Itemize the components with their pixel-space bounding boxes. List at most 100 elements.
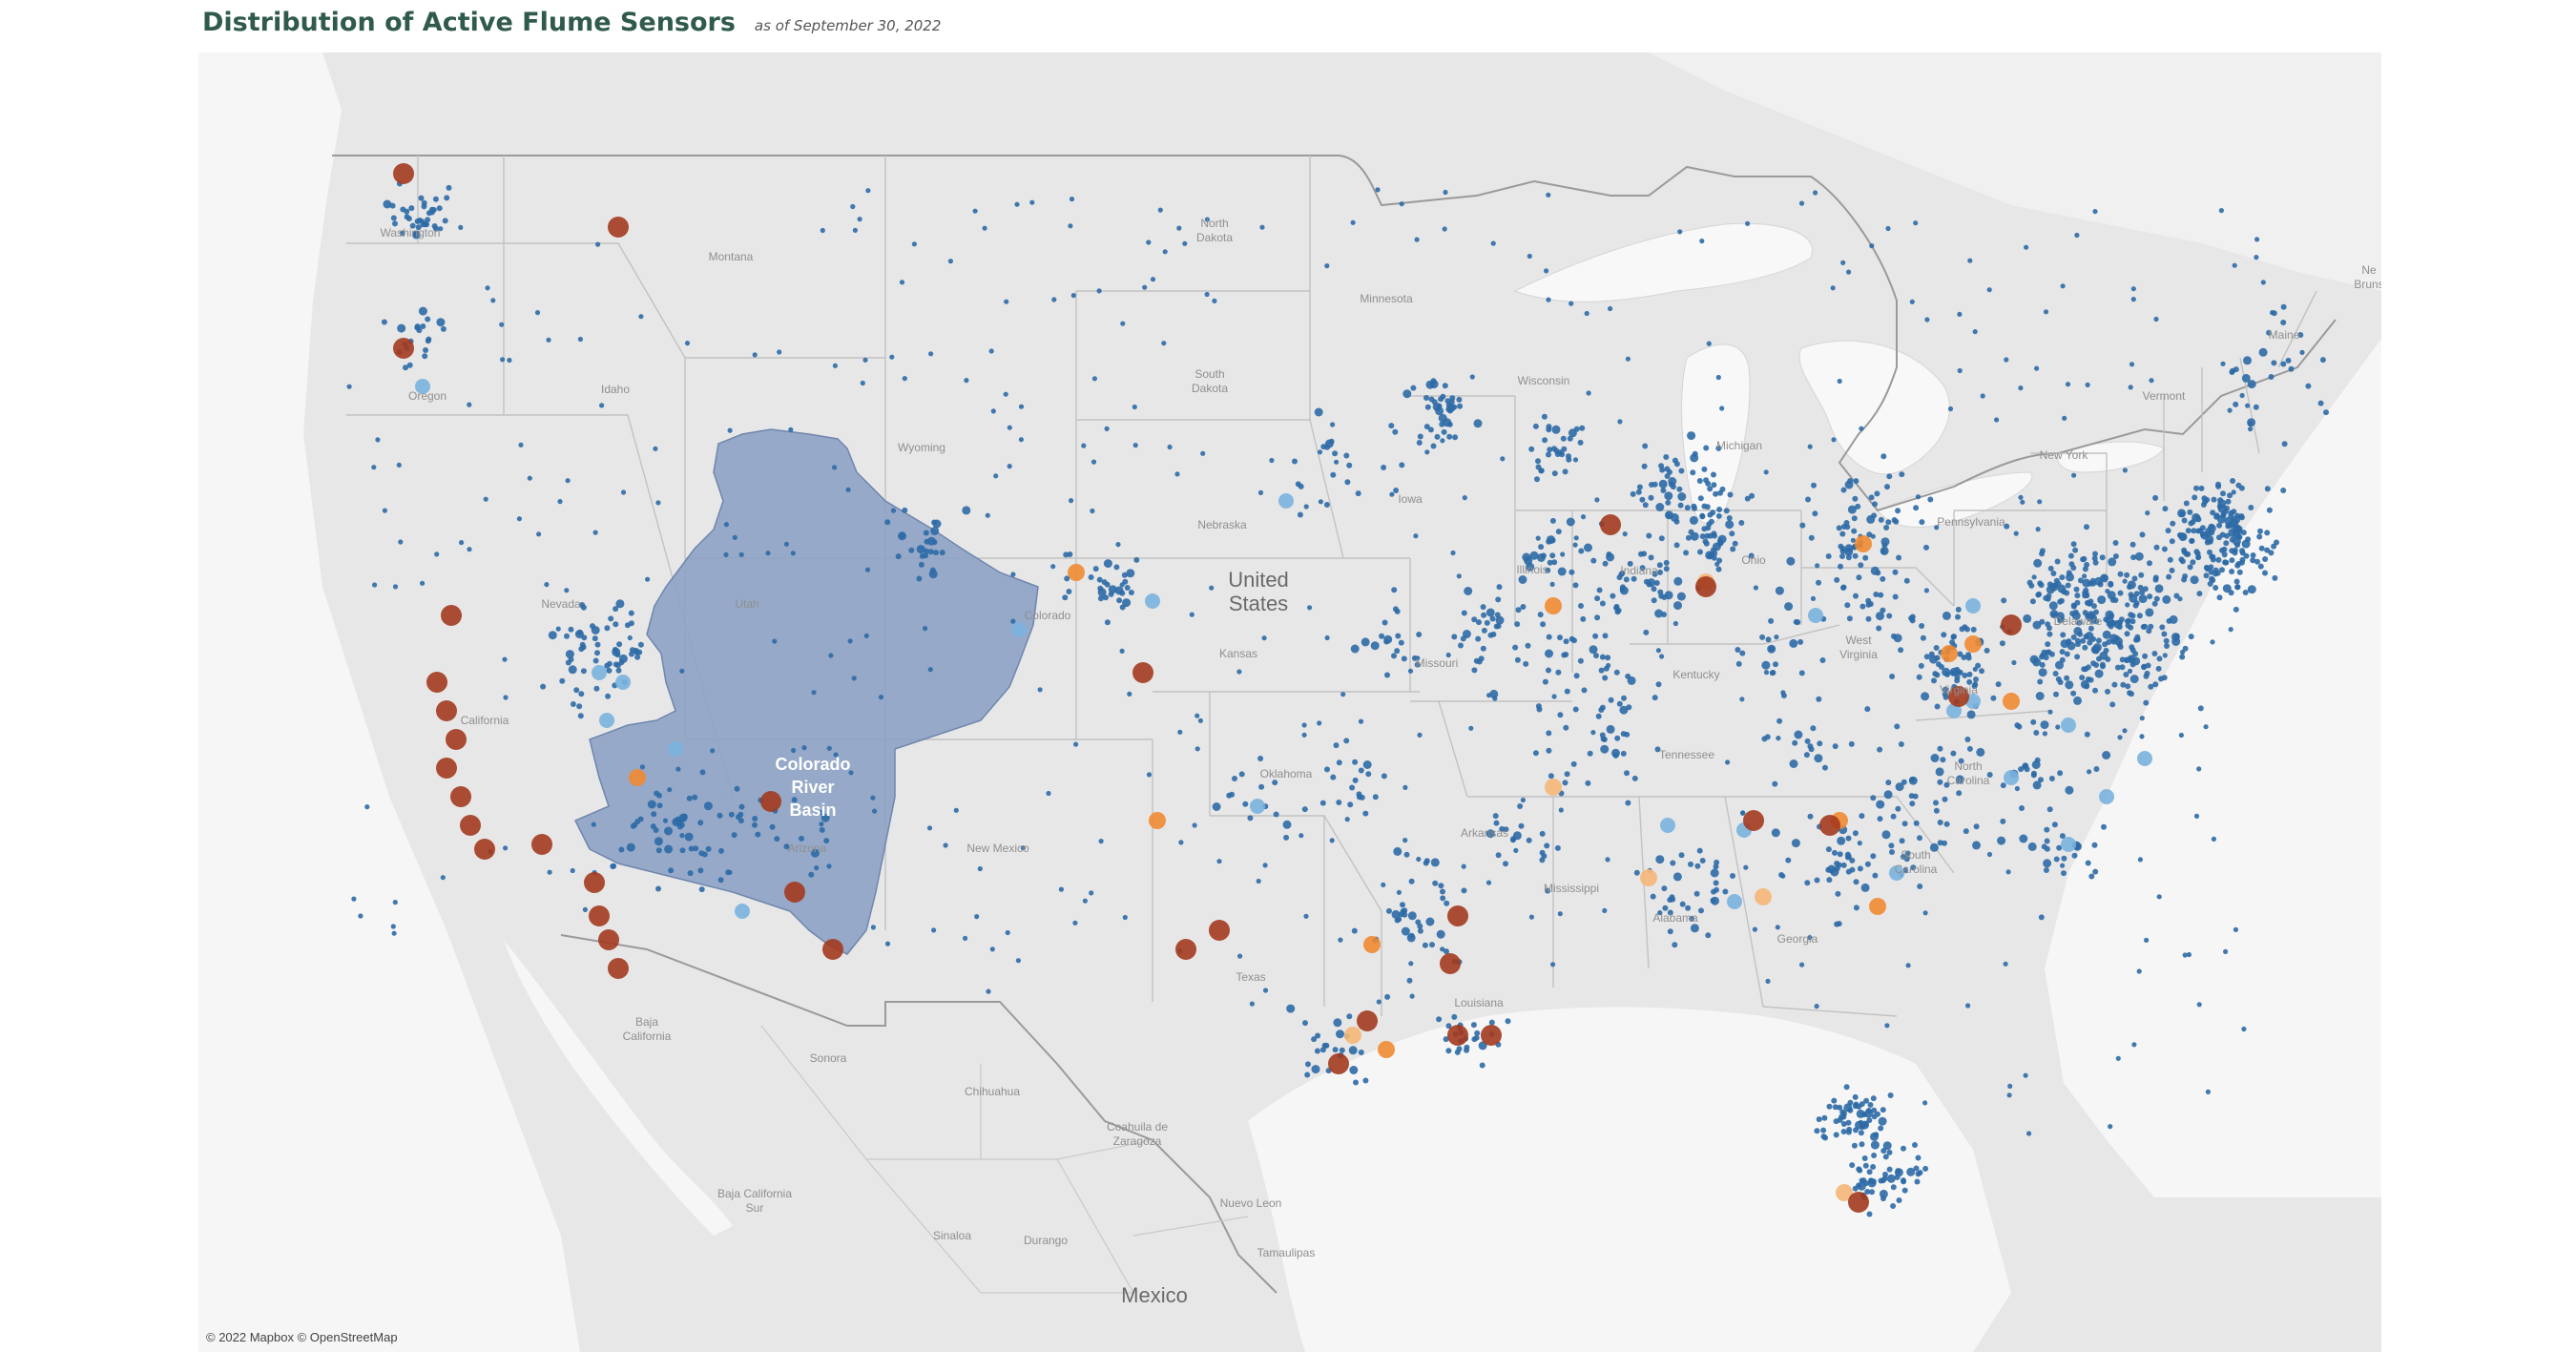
sensor-dot bbox=[1868, 494, 1875, 501]
sensor-dot bbox=[2257, 528, 2263, 534]
sensor-dot bbox=[2073, 586, 2080, 593]
sensor-dot bbox=[679, 668, 685, 674]
sensor-dot bbox=[1852, 830, 1859, 837]
sensor-dot bbox=[1664, 466, 1671, 472]
sensor-dot bbox=[737, 811, 744, 818]
sensor-dot bbox=[1440, 946, 1445, 952]
sensor-dot bbox=[2053, 691, 2059, 697]
sensor-dot bbox=[1880, 537, 1890, 547]
sensor-dot bbox=[2229, 557, 2235, 564]
sensor-dot bbox=[2281, 441, 2288, 447]
sensor-marker-light-blue bbox=[1727, 894, 1742, 909]
sensor-dot bbox=[1580, 615, 1587, 622]
sensor-dot bbox=[2297, 332, 2304, 338]
sensor-dot bbox=[1976, 747, 1985, 757]
sensor-dot bbox=[1972, 681, 1979, 688]
sensor-dot bbox=[1986, 851, 1993, 858]
sensor-marker-light-blue bbox=[1946, 703, 1962, 718]
label-alabama: Alabama bbox=[1652, 911, 1698, 925]
sensor-dot bbox=[1870, 853, 1877, 860]
sensor-dot bbox=[1694, 863, 1701, 869]
sensor-dot bbox=[1108, 585, 1117, 594]
sensor-dot bbox=[536, 531, 542, 537]
sensor-dot bbox=[1792, 739, 1798, 746]
sensor-dot bbox=[1713, 880, 1719, 886]
sensor-dot bbox=[1810, 725, 1817, 732]
sensor-marker-orange bbox=[1545, 597, 1562, 614]
sensor-dot bbox=[351, 896, 357, 902]
sensor-dot bbox=[2082, 566, 2088, 572]
sensor-dot bbox=[2180, 649, 2186, 655]
sensor-dot bbox=[2056, 844, 2063, 851]
sensor-dot bbox=[1122, 598, 1132, 608]
sensor-dot bbox=[2019, 805, 2025, 811]
sensor-marker-light-orange bbox=[1344, 1027, 1361, 1044]
sensor-dot bbox=[1997, 836, 2006, 845]
sensor-dot bbox=[425, 316, 431, 322]
sensor-dot bbox=[2260, 280, 2266, 285]
sensor-dot bbox=[1594, 497, 1600, 503]
sensor-dot bbox=[1493, 820, 1500, 826]
sensor-dot bbox=[2250, 552, 2256, 558]
sensor-dot bbox=[1541, 413, 1548, 420]
sensor-dot bbox=[1905, 963, 1911, 968]
sensor-dot bbox=[1370, 641, 1380, 651]
sensor-dot bbox=[650, 823, 656, 830]
sensor-marker-dark-red bbox=[1819, 815, 1840, 836]
sensor-dot bbox=[1705, 932, 1712, 939]
sensor-dot bbox=[1707, 511, 1714, 518]
sensor-dot bbox=[1901, 1187, 1908, 1194]
sensor-dot bbox=[1119, 648, 1125, 655]
sensor-dot bbox=[2139, 531, 2146, 538]
sensor-dot bbox=[2223, 948, 2229, 955]
sensor-map[interactable]: Colorado River Basin United States Mexic… bbox=[198, 52, 2381, 1352]
sensor-dot bbox=[1069, 498, 1074, 504]
sensor-dot bbox=[1388, 423, 1395, 429]
sensor-dot bbox=[1923, 544, 1929, 551]
sensor-dot bbox=[2151, 600, 2158, 607]
label-arkansas: Arkansas bbox=[1461, 826, 1508, 840]
sensor-dot bbox=[396, 462, 402, 468]
sensor-dot bbox=[1631, 575, 1637, 582]
colorado-river-basin[interactable] bbox=[573, 428, 1039, 955]
sensor-dot bbox=[1562, 468, 1568, 475]
sensor-dot bbox=[1559, 451, 1566, 458]
sensor-dot bbox=[2181, 517, 2188, 524]
sensor-dot bbox=[1400, 902, 1405, 908]
sensor-dot bbox=[2048, 601, 2058, 611]
sensor-dot bbox=[2187, 509, 2193, 515]
sensor-dot bbox=[404, 214, 410, 220]
sensor-dot bbox=[1458, 642, 1464, 649]
sensor-dot bbox=[1257, 756, 1264, 761]
sensor-dot bbox=[1200, 450, 1206, 456]
sensor-dot bbox=[1505, 1018, 1511, 1025]
sensor-dot bbox=[1182, 240, 1188, 246]
sensor-dot bbox=[1656, 562, 1663, 569]
label-baja-california-sur-2: Sur bbox=[746, 1201, 764, 1215]
sensor-dot bbox=[664, 826, 673, 836]
sensor-dot bbox=[2234, 562, 2241, 569]
sensor-dot bbox=[414, 324, 421, 331]
sensor-dot bbox=[1956, 669, 1963, 676]
sensor-dot bbox=[1883, 790, 1893, 800]
sensor-dot bbox=[2203, 572, 2210, 579]
sensor-dot bbox=[988, 348, 994, 354]
sensor-dot bbox=[1825, 553, 1832, 559]
sensor-dot bbox=[2074, 232, 2080, 239]
sensor-dot bbox=[2130, 297, 2136, 302]
sensor-dot bbox=[2127, 690, 2133, 697]
sensor-dot bbox=[2170, 520, 2176, 527]
sensor-dot bbox=[2090, 635, 2096, 642]
sensor-dot bbox=[1826, 877, 1833, 884]
sensor-dot bbox=[2011, 659, 2017, 666]
sensor-dot bbox=[2142, 586, 2149, 593]
basin-label-line-3: Basin bbox=[789, 801, 836, 820]
sensor-dot bbox=[2099, 661, 2106, 668]
sensor-dot bbox=[1427, 426, 1434, 433]
sensor-dot bbox=[2186, 951, 2192, 958]
sensor-dot bbox=[1846, 269, 1852, 275]
sensor-dot bbox=[1886, 1166, 1893, 1173]
sensor-dot bbox=[2183, 500, 2190, 507]
sensor-dot bbox=[1906, 1167, 1916, 1176]
sensor-dot bbox=[1403, 851, 1410, 858]
